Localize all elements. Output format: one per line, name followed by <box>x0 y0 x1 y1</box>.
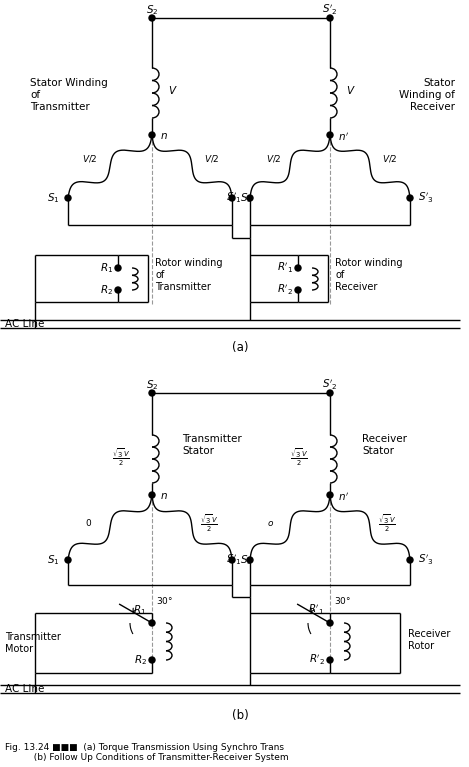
Text: $30°$: $30°$ <box>334 595 351 607</box>
Text: $30°$: $30°$ <box>156 595 173 607</box>
Text: $\frac{\sqrt{3}\,V}{2}$: $\frac{\sqrt{3}\,V}{2}$ <box>378 512 396 534</box>
Text: Fig. 13.24 ■■■  (a) Torque Transmission Using Synchro Trans: Fig. 13.24 ■■■ (a) Torque Transmission U… <box>5 743 284 752</box>
Text: Stator
Winding of
Receiver: Stator Winding of Receiver <box>399 78 455 112</box>
Text: $V/2$: $V/2$ <box>204 153 219 163</box>
Circle shape <box>149 15 155 21</box>
Text: $n$: $n$ <box>160 131 168 141</box>
Circle shape <box>295 287 301 293</box>
Text: $S_2$: $S_2$ <box>146 378 158 392</box>
Text: $R_1$: $R_1$ <box>133 603 146 617</box>
Text: $S'_2$: $S'_2$ <box>322 3 338 17</box>
Text: $S_2$: $S_2$ <box>146 3 158 17</box>
Circle shape <box>327 492 333 498</box>
Circle shape <box>327 390 333 396</box>
Circle shape <box>229 195 235 201</box>
Circle shape <box>149 390 155 396</box>
Circle shape <box>327 132 333 138</box>
Text: $S'_2$: $S'_2$ <box>322 378 338 392</box>
Text: $S_3$: $S_3$ <box>240 191 253 205</box>
Text: $V/2$: $V/2$ <box>382 153 398 163</box>
Text: Stator Winding
of
Transmitter: Stator Winding of Transmitter <box>30 78 108 112</box>
Text: $R'_2$: $R'_2$ <box>309 653 325 667</box>
Circle shape <box>229 557 235 563</box>
Circle shape <box>295 265 301 271</box>
Text: Receiver
Stator: Receiver Stator <box>362 434 407 456</box>
Text: $S_1$: $S_1$ <box>47 191 60 205</box>
Circle shape <box>247 557 253 563</box>
Text: $S'_3$: $S'_3$ <box>418 553 434 567</box>
Text: (a): (a) <box>232 341 248 354</box>
Text: $n'$: $n'$ <box>338 131 349 143</box>
Text: $V$: $V$ <box>346 84 356 96</box>
Text: $S'_1$: $S'_1$ <box>226 553 242 567</box>
Circle shape <box>65 557 71 563</box>
Circle shape <box>247 195 253 201</box>
Circle shape <box>115 287 121 293</box>
Text: Rotor winding
of
Transmitter: Rotor winding of Transmitter <box>155 258 222 291</box>
Circle shape <box>149 620 155 626</box>
Text: $V/2$: $V/2$ <box>266 153 282 163</box>
Text: Rotor winding
of
Receiver: Rotor winding of Receiver <box>335 258 402 291</box>
Text: AC Line: AC Line <box>5 684 45 694</box>
Text: $S'_1$: $S'_1$ <box>226 191 242 205</box>
Text: $R'_1$: $R'_1$ <box>277 261 293 275</box>
Text: $S_3$: $S_3$ <box>240 553 253 567</box>
Text: (b): (b) <box>232 709 249 722</box>
Text: $o$: $o$ <box>267 518 274 528</box>
Text: Transmitter
Motor: Transmitter Motor <box>5 632 61 653</box>
Circle shape <box>327 657 333 663</box>
Circle shape <box>65 195 71 201</box>
Text: $S_1$: $S_1$ <box>47 553 60 567</box>
Text: $V/2$: $V/2$ <box>83 153 98 163</box>
Text: $V$: $V$ <box>168 84 178 96</box>
Circle shape <box>327 15 333 21</box>
Circle shape <box>149 657 155 663</box>
Text: $R_2$: $R_2$ <box>134 653 147 667</box>
Text: $0$: $0$ <box>85 518 92 528</box>
Circle shape <box>407 557 413 563</box>
Text: $R'_1$: $R'_1$ <box>308 603 324 617</box>
Text: $\frac{\sqrt{3}\,V}{2}$: $\frac{\sqrt{3}\,V}{2}$ <box>290 446 308 468</box>
Text: AC Line: AC Line <box>5 319 45 329</box>
Text: $R_1$: $R_1$ <box>100 261 113 275</box>
Text: (b) Follow Up Conditions of Transmitter-Receiver System: (b) Follow Up Conditions of Transmitter-… <box>5 753 288 762</box>
Text: $S'_3$: $S'_3$ <box>418 191 434 205</box>
Circle shape <box>149 492 155 498</box>
Text: $R'_2$: $R'_2$ <box>277 283 293 297</box>
Circle shape <box>407 195 413 201</box>
Text: Transmitter
Stator: Transmitter Stator <box>182 434 242 456</box>
Text: $\frac{\sqrt{3}\,V}{2}$: $\frac{\sqrt{3}\,V}{2}$ <box>200 512 219 534</box>
Text: $n'$: $n'$ <box>338 491 349 503</box>
Circle shape <box>149 132 155 138</box>
Text: $\frac{\sqrt{3}\,V}{2}$: $\frac{\sqrt{3}\,V}{2}$ <box>112 446 130 468</box>
Text: $n$: $n$ <box>160 491 168 501</box>
Text: $R_2$: $R_2$ <box>100 283 113 297</box>
Circle shape <box>115 265 121 271</box>
Text: Receiver
Rotor: Receiver Rotor <box>408 629 450 651</box>
Circle shape <box>327 620 333 626</box>
